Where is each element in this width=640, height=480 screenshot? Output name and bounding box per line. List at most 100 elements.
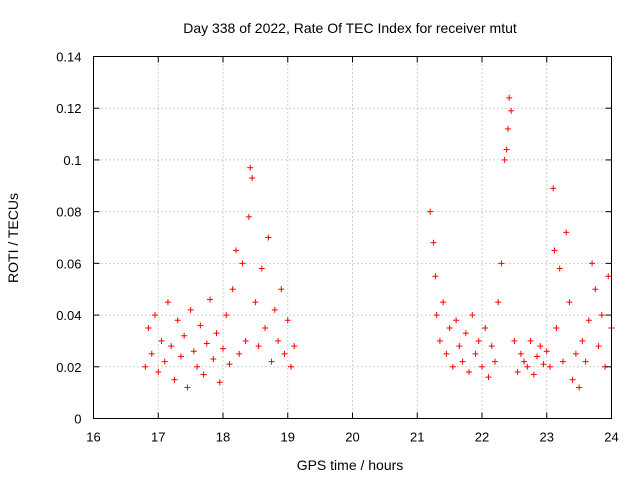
data-point [177, 353, 184, 360]
data-point [249, 175, 256, 182]
data-point [540, 361, 547, 368]
data-point [158, 337, 165, 344]
x-tick-label: 24 [604, 430, 618, 445]
data-point [566, 299, 573, 306]
data-point [550, 185, 557, 192]
data-point [585, 317, 592, 324]
data-point [262, 325, 269, 331]
data-point [265, 234, 272, 241]
data-point [427, 208, 434, 215]
data-point [595, 343, 602, 350]
data-point [284, 317, 291, 324]
data-point [446, 325, 453, 331]
y-tick-label: 0.14 [56, 50, 81, 65]
data-point [187, 306, 194, 313]
data-point [220, 345, 226, 352]
data-point [479, 363, 485, 370]
data-point [466, 368, 473, 375]
data-point [592, 286, 599, 293]
data-point [443, 350, 450, 357]
data-point [152, 312, 159, 319]
data-point [491, 358, 498, 365]
data-point [181, 332, 188, 339]
data-point [511, 337, 518, 344]
data-point [271, 306, 278, 313]
data-point [524, 363, 531, 370]
data-point [210, 356, 217, 363]
y-tick-label: 0.08 [56, 205, 81, 220]
data-point [537, 343, 544, 350]
data-point [229, 286, 236, 293]
data-point [546, 363, 553, 370]
data-point [213, 330, 220, 337]
data-point [216, 379, 223, 386]
data-point [527, 337, 534, 344]
data-point [475, 337, 482, 344]
data-point [164, 299, 171, 306]
x-tick-label: 16 [86, 430, 100, 445]
grid [93, 56, 612, 419]
data-point [291, 343, 298, 350]
data-point [556, 265, 563, 272]
data-point [551, 247, 558, 254]
data-point [456, 343, 463, 350]
data-point [207, 296, 214, 303]
data-point [200, 371, 207, 378]
data-point [530, 371, 537, 378]
data-point [501, 156, 508, 163]
data-point [236, 350, 243, 357]
x-tick-label: 23 [540, 430, 554, 445]
data-point [281, 350, 288, 357]
data-point [553, 325, 560, 331]
y-tick-label: 0.1 [63, 153, 81, 168]
y-tick-label: 0.04 [56, 308, 81, 323]
x-tick-label: 20 [345, 430, 359, 445]
data-point [430, 239, 437, 246]
data-point [495, 299, 502, 306]
data-point [268, 358, 275, 365]
y-axis-label: ROTI / TECUs [5, 193, 21, 283]
data-point [252, 299, 259, 306]
data-point [559, 358, 566, 365]
data-point [255, 343, 262, 350]
y-tick-label: 0 [74, 412, 81, 427]
data-point [503, 146, 510, 153]
data-point [245, 213, 252, 220]
data-points [142, 94, 615, 391]
data-point [226, 361, 233, 368]
data-point [576, 384, 583, 391]
data-point [449, 363, 456, 370]
data-point [184, 384, 191, 391]
data-point [432, 273, 439, 280]
chart-title: Day 338 of 2022, Rate Of TEC Index for r… [183, 20, 517, 36]
axis-ticks [93, 56, 612, 419]
x-tick-label: 19 [281, 430, 295, 445]
data-point [462, 330, 469, 337]
data-point [278, 286, 285, 293]
y-tick-label: 0.06 [56, 256, 81, 271]
data-point [161, 358, 168, 365]
data-point [155, 368, 162, 375]
data-point [488, 343, 495, 350]
y-tick-label: 0.02 [56, 360, 81, 375]
data-point [485, 374, 492, 381]
data-point [142, 363, 149, 370]
data-point [168, 343, 175, 350]
data-point [482, 325, 489, 331]
data-point [504, 125, 511, 132]
data-point [517, 350, 524, 357]
data-point [148, 350, 155, 357]
data-point [239, 260, 246, 267]
data-point [569, 376, 576, 383]
data-point [203, 340, 210, 347]
data-point [174, 317, 181, 324]
x-tick-label: 21 [410, 430, 424, 445]
x-tick-label: 17 [151, 430, 165, 445]
data-point [436, 337, 443, 344]
data-point [598, 312, 605, 319]
data-point [171, 376, 178, 383]
data-point [247, 164, 254, 171]
data-point [258, 265, 265, 272]
data-point [589, 260, 596, 267]
